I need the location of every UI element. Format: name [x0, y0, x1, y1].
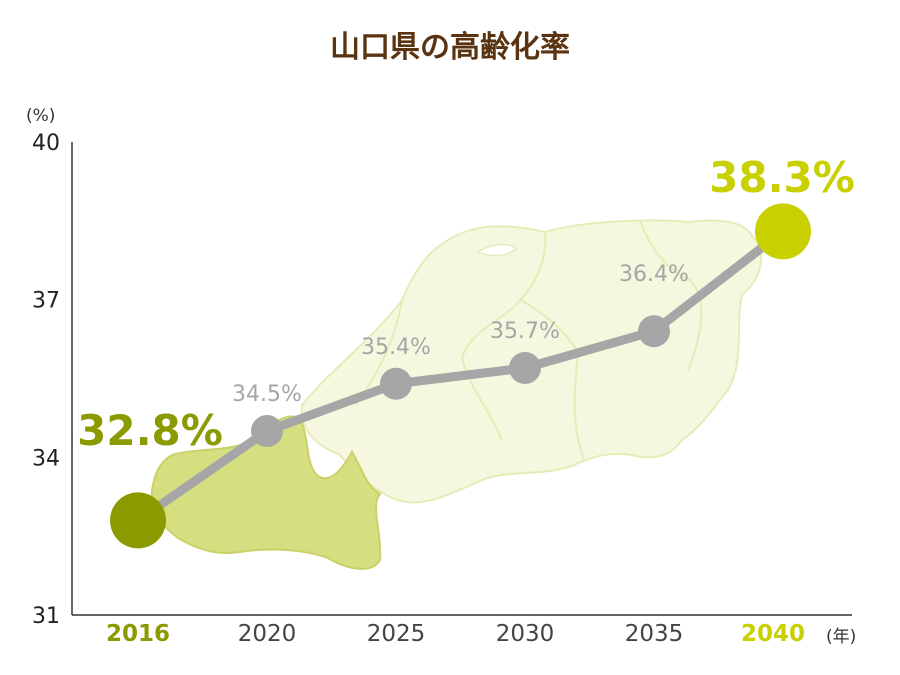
- chart-title: 山口県の高齢化率: [330, 30, 570, 65]
- series-line-group: [133, 226, 788, 525]
- data-point: [638, 315, 670, 348]
- x-tick-label: 2040: [741, 621, 805, 647]
- data-label: 36.4%: [619, 262, 689, 287]
- x-axis-unit: (年): [826, 627, 857, 647]
- data-labels: 32.8% 34.5% 35.4% 35.7% 36.4% 38.3%: [77, 153, 855, 455]
- y-axis-unit: (%): [26, 106, 56, 126]
- y-tick-labels: 31 34 37 40: [32, 131, 60, 629]
- data-label: 35.7%: [490, 319, 560, 344]
- data-label: 34.5%: [232, 382, 302, 407]
- y-tick-label: 31: [32, 604, 60, 629]
- data-point: [380, 367, 412, 400]
- x-tick-label: 2025: [367, 621, 426, 647]
- data-point: [251, 415, 283, 448]
- map-region-highlight: [150, 415, 382, 570]
- series-line: [133, 226, 788, 525]
- map-lake: [476, 243, 518, 257]
- y-tick-label: 34: [32, 446, 60, 471]
- data-point: [755, 203, 811, 260]
- data-label: 32.8%: [77, 406, 223, 455]
- data-point: [110, 492, 166, 549]
- data-points: [110, 203, 811, 549]
- data-label: 38.3%: [709, 153, 855, 202]
- x-tick-labels: 2016 2020 2025 2030 2035 2040: [106, 621, 805, 647]
- data-label: 35.4%: [361, 335, 431, 360]
- x-tick-label: 2016: [106, 621, 170, 647]
- axes: [71, 142, 852, 616]
- x-tick-label: 2020: [238, 621, 297, 647]
- y-tick-label: 37: [32, 289, 60, 314]
- data-point: [509, 351, 541, 384]
- y-tick-label: 40: [32, 131, 60, 156]
- x-tick-label: 2030: [496, 621, 555, 647]
- x-tick-label: 2035: [625, 621, 684, 647]
